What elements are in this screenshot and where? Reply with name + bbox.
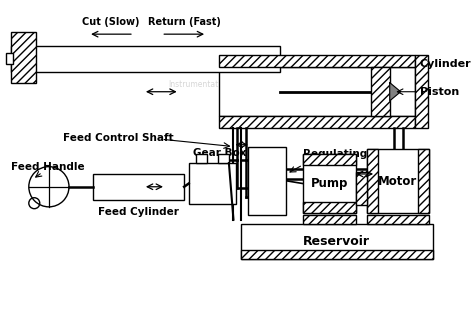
Text: Return (Fast): Return (Fast) [148,17,220,27]
Bar [196,154,207,163]
Bar [415,55,428,128]
Bar [418,149,429,213]
Text: Cut (Slow): Cut (Slow) [82,17,140,27]
Bar [219,116,415,128]
Bar [248,147,286,215]
Bar [6,53,13,64]
Bar [219,55,415,67]
Bar [10,32,36,82]
Text: Gear Box: Gear Box [193,148,246,157]
Text: Motor: Motor [378,175,418,188]
Bar [93,174,184,200]
Bar [10,46,280,72]
Bar [303,215,356,224]
Bar [367,149,378,213]
Bar [219,67,415,116]
Bar [356,172,367,205]
Text: Cylinder: Cylinder [420,59,472,69]
Bar [372,67,390,116]
Text: Pump: Pump [311,177,348,190]
Bar [189,163,236,204]
Text: Piston: Piston [420,87,459,97]
Bar [241,250,433,259]
Polygon shape [390,82,401,101]
Bar [218,154,229,163]
Bar [367,215,429,224]
Text: Reservoir: Reservoir [303,235,370,248]
Bar [303,154,356,165]
Text: Regulating Valve: Regulating Valve [303,149,403,159]
Text: Feed Handle: Feed Handle [10,162,84,172]
Text: Feed Control Shaft: Feed Control Shaft [63,133,173,143]
Text: InstrumentationTools.com: InstrumentationTools.com [168,80,268,89]
Bar [241,224,433,259]
Bar [367,149,429,213]
Text: Feed Cylinder: Feed Cylinder [98,207,179,217]
Bar [303,154,356,213]
Bar [303,202,356,213]
